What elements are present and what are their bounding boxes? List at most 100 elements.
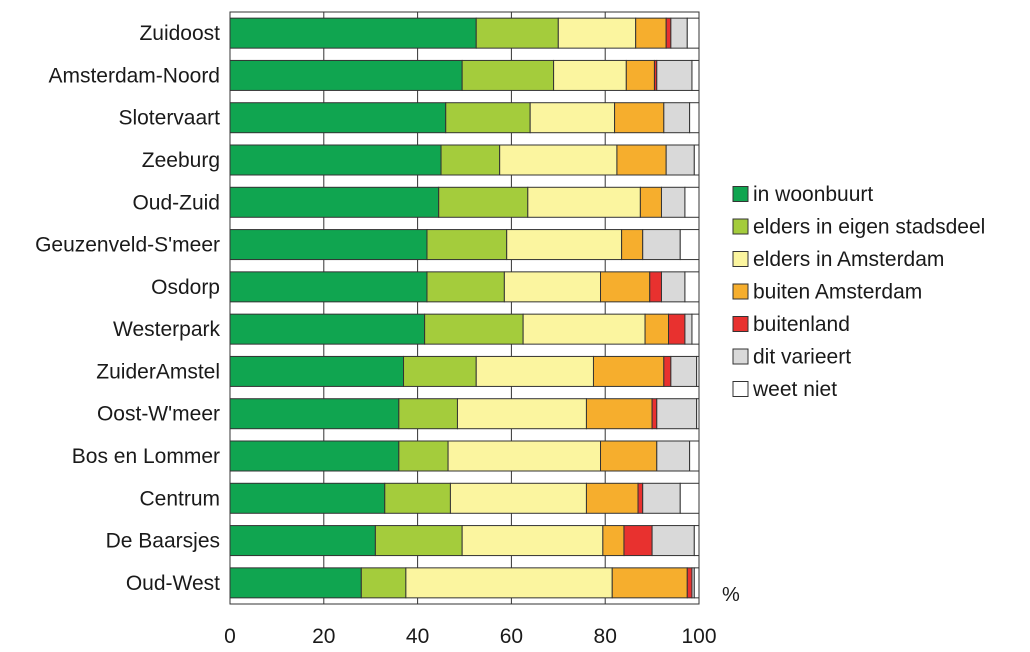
bar-segment-12-1	[374, 525, 463, 557]
legend-label-4: buitenland	[753, 313, 850, 336]
legend-swatch-2	[732, 251, 749, 267]
bar-segment-8-2	[475, 355, 594, 387]
legend-swatch-5	[732, 348, 749, 365]
bar-segment-10-2	[447, 440, 602, 472]
bar-segment-4-5	[660, 186, 686, 218]
bar-segment-3-6	[693, 144, 700, 176]
bar-segment-1-3	[625, 59, 655, 91]
plot-border	[229, 11, 700, 605]
bar-segment-8-1	[403, 355, 477, 387]
category-label-9: Oost-W'meer	[97, 403, 220, 426]
legend-swatch-1	[732, 218, 749, 235]
unit-label: %	[722, 584, 740, 606]
bar-segment-13-4	[686, 567, 693, 599]
bar-segment-0-6	[686, 17, 700, 49]
bar-segment-0-0	[229, 17, 477, 49]
bar-segment-3-5	[665, 144, 695, 176]
bar-segment-12-5	[651, 525, 695, 557]
legend: in woonbuurt elders in eigen stadsdeel eld…	[732, 183, 985, 401]
bar-segment-11-2	[449, 482, 587, 514]
bar-segment-1-6	[691, 59, 700, 91]
bar-segment-9-2	[456, 398, 587, 430]
category-label-8: ZuiderAmstel	[96, 360, 220, 383]
bar-segment-7-1	[424, 313, 524, 345]
bar-segment-4-6	[684, 186, 700, 218]
bar-segment-8-0	[229, 355, 405, 387]
bar-segment-5-2	[506, 229, 623, 261]
category-labels: Zuidoost Amsterdam-Noord Slotervaart Zeebur…	[35, 22, 220, 595]
bar-segment-13-2	[405, 567, 613, 599]
bar-segment-1-5	[656, 59, 693, 91]
bar-segment-0-4	[665, 17, 672, 49]
bars-group	[229, 17, 700, 599]
category-label-11: Centrum	[139, 487, 220, 510]
x-tick-label-5: 100	[681, 625, 716, 648]
category-label-13: Oud-West	[126, 572, 220, 595]
bar-segment-13-6	[693, 567, 700, 599]
legend-label-5: dit varieert	[753, 346, 851, 369]
bar-segment-11-6	[679, 482, 700, 514]
bar-segment-10-6	[689, 440, 700, 472]
bar-segment-7-5	[684, 313, 693, 345]
bar-segment-6-1	[426, 271, 505, 303]
bar-segment-2-5	[663, 102, 691, 134]
bar-segment-10-0	[229, 440, 400, 472]
bar-segment-1-1	[461, 59, 555, 91]
bar-segment-2-1	[445, 102, 531, 134]
legend-swatch-6	[732, 381, 749, 397]
bar-segment-10-5	[656, 440, 691, 472]
legend-swatch-3	[732, 283, 749, 300]
category-label-6: Osdorp	[151, 276, 220, 299]
plot-background	[230, 12, 699, 604]
bar-segment-9-4	[651, 398, 658, 430]
bar-segment-6-2	[503, 271, 602, 303]
bar-segment-6-4	[649, 271, 662, 303]
bar-segment-11-5	[642, 482, 681, 514]
bar-segment-7-2	[522, 313, 646, 345]
bar-segment-11-0	[229, 482, 386, 514]
bar-segment-9-1	[398, 398, 458, 430]
bar-segment-2-2	[529, 102, 616, 134]
bar-segment-4-3	[639, 186, 662, 218]
bar-segment-11-1	[384, 482, 451, 514]
bar-segment-13-0	[229, 567, 362, 599]
bar-segment-7-3	[644, 313, 670, 345]
category-label-12: De Baarsjes	[106, 530, 220, 553]
category-label-0: Zuidoost	[139, 22, 220, 45]
bar-segment-5-3	[621, 229, 644, 261]
bar-segment-4-0	[229, 186, 440, 218]
x-tick-label-0: 0	[224, 625, 236, 648]
bar-segment-12-6	[693, 525, 700, 557]
bar-segment-7-0	[229, 313, 426, 345]
bar-segment-13-3	[611, 567, 688, 599]
bar-segment-4-1	[438, 186, 529, 218]
bar-segment-6-3	[600, 271, 651, 303]
bar-segment-5-5	[642, 229, 681, 261]
bar-segment-2-6	[689, 102, 700, 134]
legend-label-2: elders in Amsterdam	[753, 248, 944, 271]
bar-segment-6-6	[684, 271, 700, 303]
bar-segment-0-2	[557, 17, 637, 49]
bar-segment-0-1	[475, 17, 559, 49]
category-label-7: Westerpark	[113, 318, 220, 341]
bar-segment-5-1	[426, 229, 508, 261]
legend-swatch-0	[732, 186, 749, 202]
bar-segment-13-1	[360, 567, 407, 599]
bar-segment-6-0	[229, 271, 428, 303]
bar-segment-12-0	[229, 525, 376, 557]
bar-segment-2-3	[614, 102, 665, 134]
category-label-5: Geuzenveld-S'meer	[35, 234, 220, 257]
bar-segment-9-0	[229, 398, 400, 430]
bar-segment-7-6	[691, 313, 700, 345]
category-label-2: Slotervaart	[118, 107, 220, 130]
bar-segment-5-0	[229, 229, 428, 261]
bar-segment-0-3	[635, 17, 667, 49]
bar-segment-11-3	[585, 482, 639, 514]
plot-area	[230, 12, 699, 604]
x-tick-label-1: 20	[312, 625, 335, 648]
x-tick-label-2: 40	[406, 625, 429, 648]
legend-label-3: buiten Amsterdam	[753, 281, 922, 304]
bar-segment-3-2	[499, 144, 618, 176]
bar-segment-0-5	[670, 17, 688, 49]
